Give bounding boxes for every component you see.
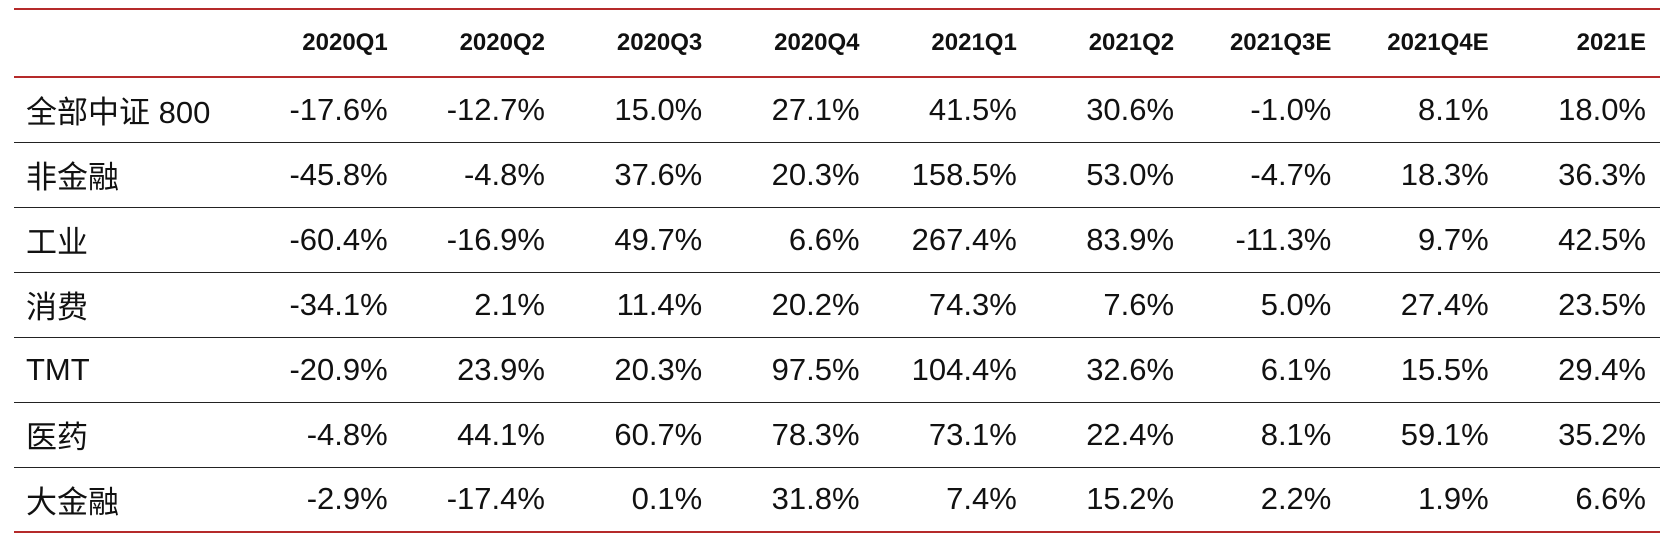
row-label: 工业 — [26, 225, 88, 260]
value-cell: 59.1% — [1400, 416, 1489, 452]
value-cell: 15.0% — [614, 91, 703, 127]
row-label: 全部中证 800 — [26, 95, 211, 131]
value-cell: 97.5% — [771, 351, 860, 387]
value-cell: 44.1% — [457, 416, 545, 452]
value-cell: 267.4% — [911, 221, 1017, 257]
value-cell: 73.1% — [928, 416, 1017, 452]
value-cell: -45.8% — [289, 156, 388, 192]
header-cell: 2021Q3E — [1229, 29, 1332, 56]
row-label: 医药 — [26, 420, 88, 455]
header-cell: 2020Q4 — [774, 29, 860, 56]
header-cell: 2020Q2 — [459, 29, 545, 56]
value-cell: 7.4% — [946, 481, 1017, 517]
value-cell: 83.9% — [1086, 221, 1175, 257]
value-cell: 49.7% — [614, 221, 703, 257]
value-cell: 23.5% — [1558, 286, 1646, 322]
value-cell: 78.3% — [771, 416, 860, 452]
value-cell: 37.6% — [614, 156, 703, 192]
value-cell: -17.6% — [289, 91, 388, 127]
value-cell: 74.3% — [928, 286, 1017, 322]
growth-table: 2020Q1 2020Q2 2020Q3 2020Q4 2021Q1 2021Q… — [14, 8, 1660, 533]
value-cell: 31.8% — [771, 481, 860, 517]
table-row: 工业 -60.4% -16.9% 49.7% 6.6% 267.4% 83.9% -11.3%… — [14, 207, 1660, 272]
table-row: 消费 -34.1% 2.1% 11.4% 20.2% 74.3% 7.6% 5.0% 27.4%… — [14, 272, 1660, 337]
value-cell: 18.3% — [1400, 156, 1489, 192]
value-cell: 60.7% — [614, 416, 703, 452]
header-cell: 2021Q1 — [931, 29, 1017, 56]
value-cell: 23.9% — [457, 351, 545, 387]
value-cell: 20.3% — [771, 156, 860, 192]
value-cell: 41.5% — [928, 91, 1017, 127]
value-cell: 6.6% — [1575, 481, 1646, 517]
value-cell: -2.9% — [306, 481, 388, 517]
table-header: 2020Q1 2020Q2 2020Q3 2020Q4 2021Q1 2021Q… — [14, 9, 1660, 77]
value-cell: -1.0% — [1250, 91, 1332, 127]
value-cell: 27.1% — [771, 91, 860, 127]
value-cell: 2.2% — [1260, 481, 1332, 517]
value-cell: 36.3% — [1558, 156, 1646, 192]
header-row: 2020Q1 2020Q2 2020Q3 2020Q4 2021Q1 2021Q… — [14, 9, 1660, 77]
value-cell: 6.1% — [1260, 351, 1332, 387]
value-cell: 5.0% — [1260, 286, 1332, 322]
value-cell: 32.6% — [1086, 351, 1175, 387]
value-cell: -4.7% — [1250, 156, 1332, 192]
row-label: 非金融 — [26, 160, 119, 195]
table-body: 全部中证 800 -17.6% -12.7% 15.0% 27.1% 41.5% 30.6%… — [14, 77, 1660, 532]
value-cell: -4.8% — [463, 156, 545, 192]
value-cell: 15.5% — [1400, 351, 1489, 387]
value-cell: 42.5% — [1558, 221, 1646, 257]
header-cell-corner — [14, 9, 244, 77]
row-label: TMT — [26, 351, 90, 387]
value-cell: 158.5% — [911, 156, 1017, 192]
value-cell: 7.6% — [1103, 286, 1175, 322]
table-row: 大金融 -2.9% -17.4% 0.1% 31.8% 7.4% 15.2% 2.2% 1.9%… — [14, 467, 1660, 532]
header-cell: 2020Q3 — [616, 29, 703, 56]
table-row: TMT -20.9% 23.9% 20.3% 97.5% 104.4% 32.6% 6.1% 1… — [14, 337, 1660, 402]
value-cell: 11.4% — [616, 286, 703, 322]
value-cell: 15.2% — [1086, 481, 1175, 517]
value-cell: 1.9% — [1417, 481, 1489, 517]
header-cell: 2021Q4E — [1387, 29, 1489, 56]
value-cell: -34.1% — [289, 286, 388, 322]
value-cell: 53.0% — [1086, 156, 1175, 192]
value-cell: 8.1% — [1417, 91, 1489, 127]
value-cell: 20.2% — [771, 286, 860, 322]
value-cell: -11.3% — [1235, 221, 1332, 257]
value-cell: 2.1% — [474, 286, 545, 322]
table-row: 全部中证 800 -17.6% -12.7% 15.0% 27.1% 41.5% 30.6%… — [14, 77, 1660, 142]
header-cell: 2021E — [1576, 29, 1646, 56]
growth-table-container: 2020Q1 2020Q2 2020Q3 2020Q4 2021Q1 2021Q… — [14, 8, 1660, 533]
value-cell: -16.9% — [446, 221, 545, 257]
header-cell: 2021Q2 — [1088, 29, 1175, 56]
row-label: 大金融 — [26, 484, 119, 520]
value-cell: 30.6% — [1086, 91, 1175, 127]
value-cell: 8.1% — [1260, 416, 1332, 452]
value-cell: 104.4% — [911, 351, 1017, 387]
value-cell: -12.7% — [446, 91, 545, 127]
value-cell: 0.1% — [631, 481, 703, 517]
value-cell: 29.4% — [1558, 351, 1646, 387]
value-cell: -20.9% — [289, 351, 388, 387]
value-cell: 22.4% — [1086, 416, 1175, 452]
value-cell: 6.6% — [788, 221, 860, 257]
value-cell: 20.3% — [614, 351, 703, 387]
value-cell: 18.0% — [1558, 91, 1646, 127]
value-cell: -4.8% — [306, 416, 388, 452]
value-cell: -60.4% — [289, 221, 388, 257]
value-cell: 35.2% — [1558, 416, 1646, 452]
table-row: 医药 -4.8% 44.1% 60.7% 78.3% 73.1% 22.4% 8.1% 59.1… — [14, 402, 1660, 467]
table-row: 非金融 -45.8% -4.8% 37.6% 20.3% 158.5% 53.0% -4.7%… — [14, 142, 1660, 207]
row-label: 消费 — [26, 290, 88, 325]
header-cell: 2020Q1 — [302, 29, 388, 56]
value-cell: -17.4% — [446, 481, 545, 517]
value-cell: 27.4% — [1400, 286, 1489, 322]
value-cell: 9.7% — [1417, 221, 1489, 257]
